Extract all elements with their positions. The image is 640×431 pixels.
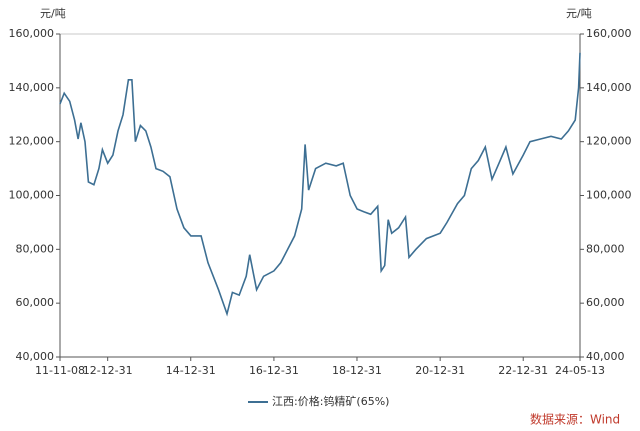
y-tick-label: 120,000 [9,135,55,148]
x-tick-label: 18-12-31 [332,364,382,377]
source: 数据来源：Wind [530,412,620,427]
y2-tick-label: 80,000 [586,242,625,255]
y-tick-label: 140,000 [9,81,55,94]
y-tick-label: 160,000 [9,27,55,40]
y-tick-label: 40,000 [16,350,55,363]
y2-tick-label: 100,000 [586,189,632,202]
y-unit: 元/吨 [40,7,66,20]
plot-frame [59,33,581,358]
y2-tick-label: 140,000 [586,81,632,94]
x-tick-label: 16-12-31 [249,364,299,377]
y2-tick-label: 160,000 [586,27,632,40]
x-tick-label: 14-12-31 [166,364,216,377]
x-tick-label: 24-05-13 [555,364,605,377]
y-tick-label: 100,000 [9,189,55,202]
x-tick-label: 20-12-31 [415,364,465,377]
x-tick-label: 22-12-31 [498,364,548,377]
series-line [59,52,581,317]
y-tick-label: 80,000 [16,242,55,255]
y2-tick-label: 40,000 [586,350,625,363]
legend-label: 江西:价格:钨精矿(65%) [272,394,389,408]
y-tick-label: 60,000 [16,296,55,309]
x-tick-label: 11-11-08 [35,364,85,377]
y2-tick-label: 120,000 [586,135,632,148]
y2-unit: 元/吨 [566,7,592,20]
x-tick-label: 12-12-31 [83,364,133,377]
y2-tick-label: 60,000 [586,296,625,309]
